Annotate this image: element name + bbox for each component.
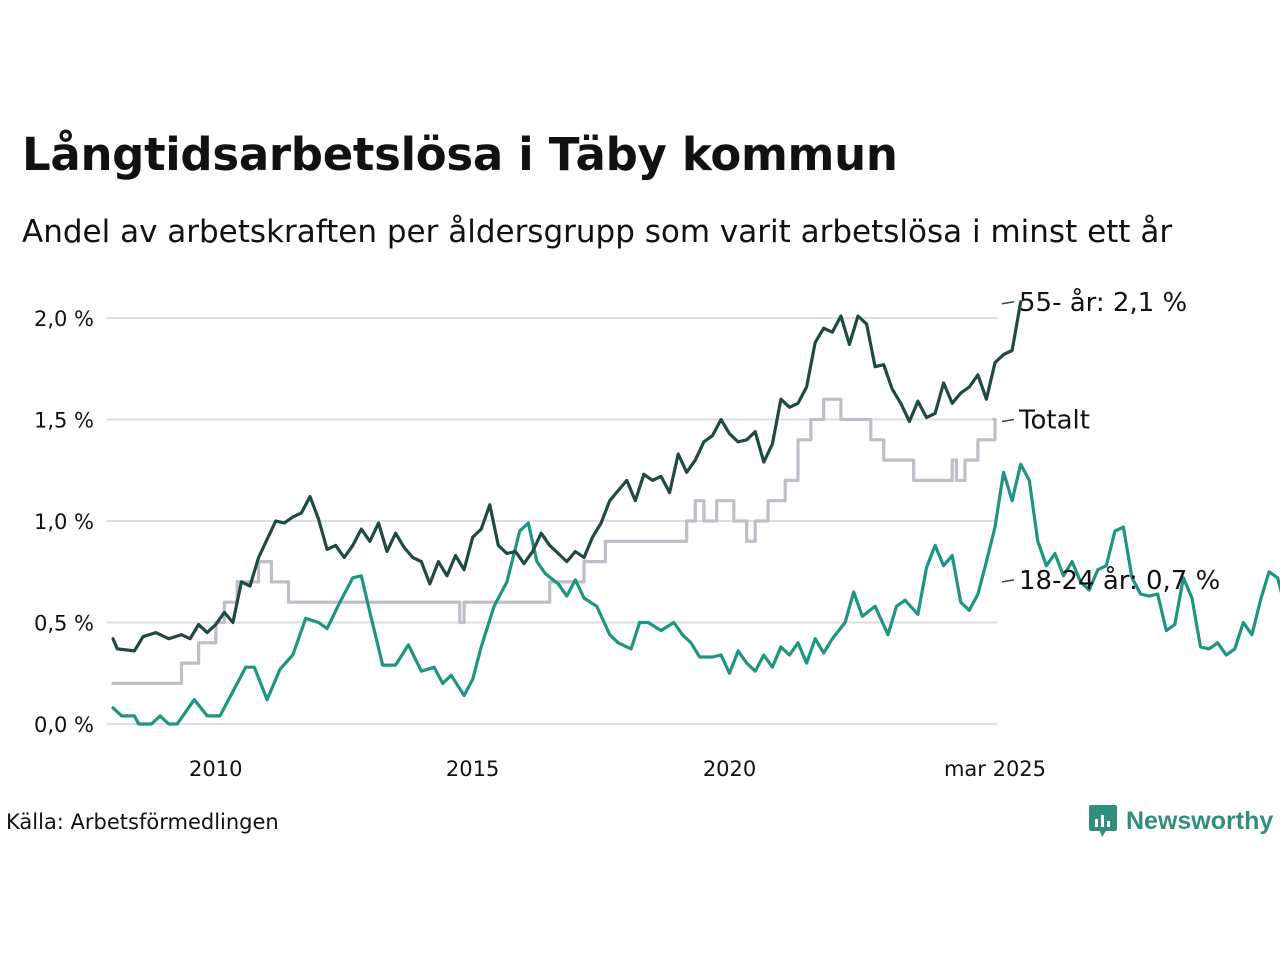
series-line-55-: [111, 300, 1023, 653]
brand-logo: Newsworthy: [1088, 804, 1273, 838]
y-axis-ticks: 0,0 % 0,5 % 1,0 % 1,5 % 2,0 %: [34, 307, 94, 737]
series-end-label-18-24: 18-24 år: 0,7 %: [1019, 565, 1220, 596]
y-tick-label: 0,5 %: [34, 612, 94, 636]
series-line-totalt: [111, 397, 997, 685]
grid-lines: [107, 317, 997, 725]
source-note: Källa: Arbetsförmedlingen: [6, 810, 279, 834]
x-tick-label: 2020: [703, 757, 756, 781]
series-lines: [111, 300, 1280, 726]
x-tick-label: 2015: [446, 757, 499, 781]
series-end-labels: Totalt 18-24 år: 0,7 % 55- år: 2,1 %: [1001, 287, 1220, 596]
end-label-leader: [1001, 579, 1015, 583]
series-end-label-55-: 55- år: 2,1 %: [1019, 287, 1187, 318]
x-tick-label: mar 2025: [944, 757, 1046, 781]
end-label-leader: [1001, 418, 1015, 423]
series-line-18-24: [111, 462, 1280, 726]
y-tick-label: 1,5 %: [34, 409, 94, 433]
x-tick-label: 2010: [189, 757, 242, 781]
series-end-label-totalt: Totalt: [1018, 406, 1090, 436]
end-label-leader: [1001, 301, 1015, 305]
chart-subtitle: Andel av arbetskraften per åldersgrupp s…: [22, 214, 1173, 250]
y-tick-label: 2,0 %: [34, 307, 94, 331]
y-tick-label: 1,0 %: [34, 510, 94, 534]
x-axis-ticks: 2010 2015 2020 mar 2025: [189, 757, 1046, 781]
brand-name: Newsworthy: [1126, 806, 1274, 835]
y-tick-label: 0,0 %: [34, 713, 94, 737]
newsworthy-logo-icon: [1089, 805, 1117, 837]
chart-title: Långtidsarbetslösa i Täby kommun: [22, 128, 898, 181]
